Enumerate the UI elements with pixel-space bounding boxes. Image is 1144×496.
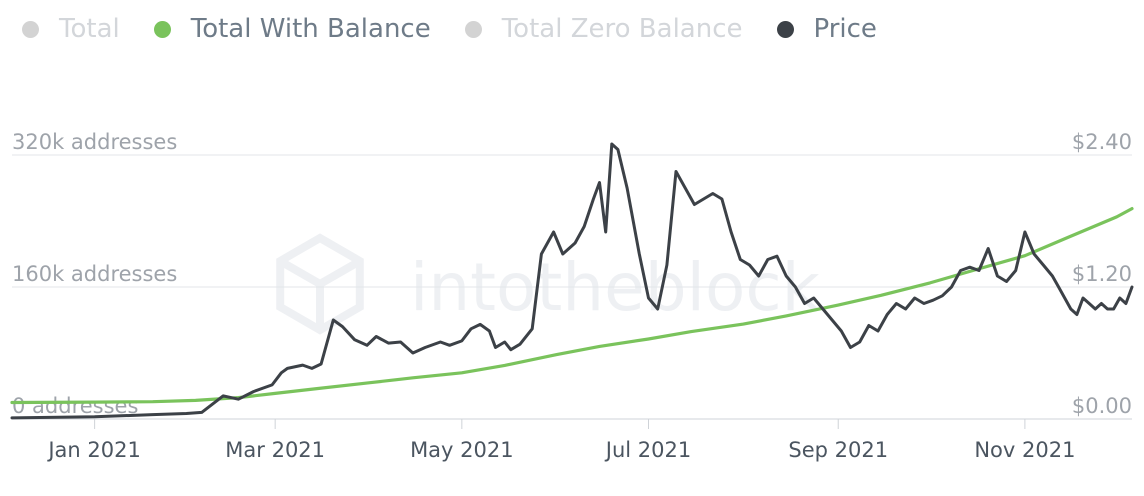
- watermark-logo: intotheblock: [276, 233, 821, 335]
- legend-item-total-with-balance[interactable]: Total With Balance: [153, 14, 431, 44]
- legend-item-total-zero-balance[interactable]: Total Zero Balance: [464, 14, 743, 44]
- legend-dot-icon: [153, 20, 171, 38]
- x-tick-label: May 2021: [410, 438, 514, 462]
- left-axis: 0 addresses 160k addresses 320k addresses: [12, 130, 177, 418]
- legend-label: Price: [813, 14, 877, 44]
- x-tick-label: Nov 2021: [974, 438, 1075, 462]
- x-axis: Jan 2021 Mar 2021 May 2021 Jul 2021 Sep 2021…: [46, 419, 1075, 462]
- legend-label: Total With Balance: [190, 14, 431, 44]
- legend-label: Total Zero Balance: [501, 14, 743, 44]
- grid-lines: [12, 154, 1132, 420]
- legend-dot-icon: [22, 20, 39, 38]
- left-tick-label: 0 addresses: [12, 394, 138, 418]
- legend-item-price[interactable]: Price: [776, 14, 877, 44]
- x-tick-label: Sep 2021: [788, 438, 888, 462]
- chart-legend: Total Total With Balance Total Zero Balanc…: [22, 14, 911, 44]
- watermark-cube-icon: [278, 257, 362, 330]
- right-axis: $0.00 $1.20 $2.40: [1072, 130, 1132, 418]
- right-tick-label: $2.40: [1072, 130, 1132, 154]
- right-tick-label: $1.20: [1072, 262, 1132, 286]
- legend-label: Total: [59, 14, 120, 44]
- x-tick-label: Jan 2021: [46, 438, 141, 462]
- left-tick-label: 320k addresses: [12, 130, 177, 154]
- right-tick-label: $0.00: [1072, 394, 1132, 418]
- series-lines: [10, 142, 1134, 420]
- x-tick-label: Jul 2021: [604, 438, 691, 462]
- x-tick-label: Mar 2021: [225, 438, 325, 462]
- left-tick-label: 160k addresses: [12, 262, 177, 286]
- legend-item-total[interactable]: Total: [22, 14, 120, 44]
- legend-dot-icon: [776, 20, 794, 38]
- legend-dot-icon: [464, 20, 482, 38]
- watermark-hexagon-icon: [276, 233, 364, 335]
- series-line-price: [10, 142, 1134, 420]
